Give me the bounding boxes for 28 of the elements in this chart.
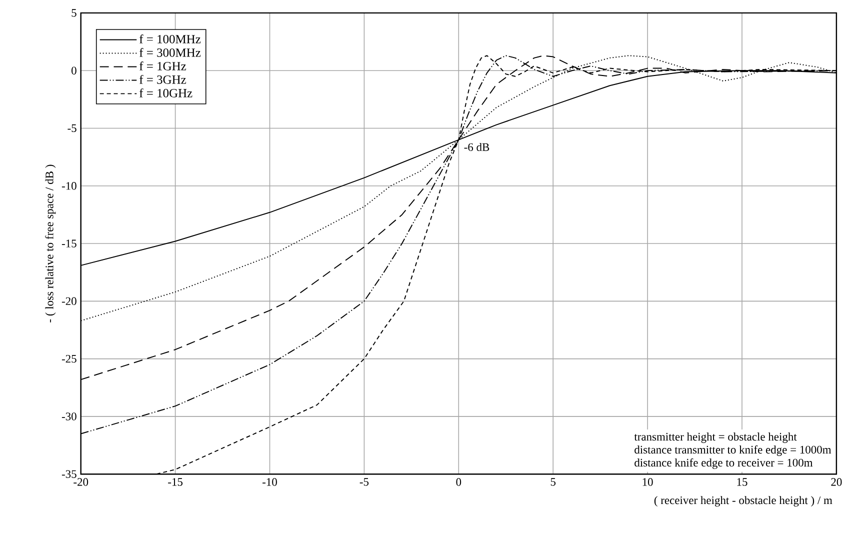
legend-label: f = 100MHz	[140, 34, 201, 44]
legend-label: f = 10GHz	[140, 88, 192, 98]
annotation: distance knife edge to receiver = 100m	[634, 458, 813, 469]
y-tick-label: -10	[62, 182, 76, 190]
x-tick-label: 5	[550, 478, 556, 486]
y-tick-label: -5	[68, 124, 76, 132]
y-tick-label: -35	[62, 470, 76, 478]
y-tick-label: -30	[62, 412, 76, 420]
x-tick-label: 20	[831, 478, 842, 486]
y-tick-label: -20	[62, 297, 76, 306]
y-tick-label: 5	[72, 9, 76, 17]
y-tick-label: -15	[62, 240, 76, 248]
y-axis-title: - ( loss relative to free space / dB )	[45, 164, 56, 322]
annotation: -6 dB	[464, 142, 490, 152]
x-tick-label: -5	[360, 478, 369, 486]
annotation: distance transmitter to knife edge = 1000m	[634, 445, 832, 456]
x-tick-label: 10	[642, 478, 653, 486]
x-axis-title: ( receiver height - obstacle height ) / m	[654, 496, 832, 507]
legend-label: f = 300MHz	[140, 48, 201, 57]
legend-label: f = 1GHz	[140, 61, 186, 70]
y-tick-label: -25	[62, 354, 76, 363]
x-tick-label: 15	[737, 478, 748, 486]
x-tick-label: -10	[262, 478, 277, 486]
y-tick-label: 0	[72, 66, 76, 74]
legend-label: f = 3GHz	[140, 74, 186, 84]
annotation: transmitter height = obstacle height	[634, 432, 797, 443]
x-tick-label: -15	[168, 478, 182, 486]
x-tick-label: 0	[456, 478, 462, 486]
